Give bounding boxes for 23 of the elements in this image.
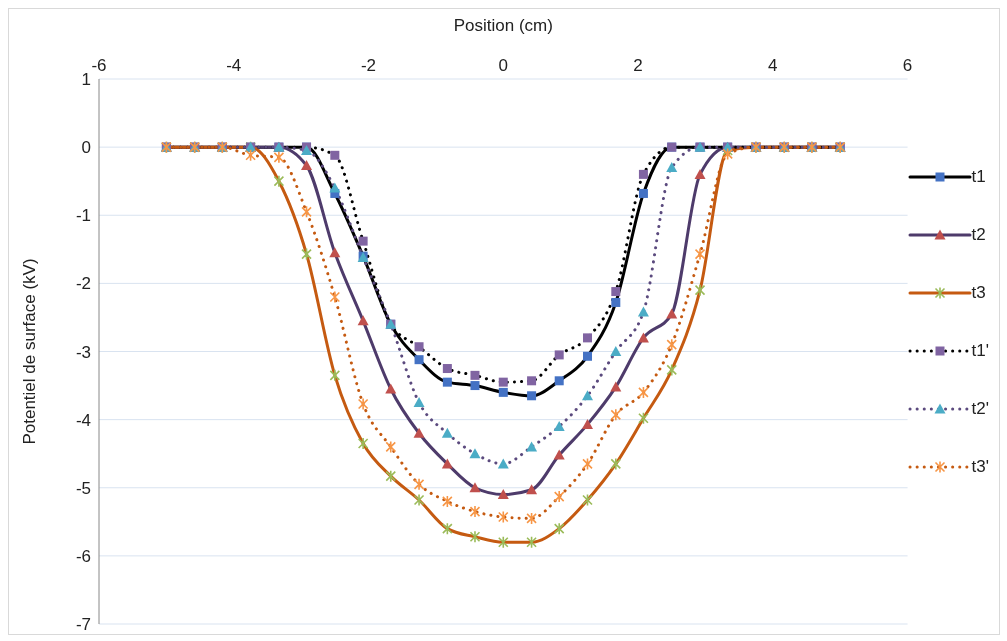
y-tick-label: -7: [75, 615, 91, 635]
x-tick-label: -4: [226, 56, 242, 75]
legend-label: t2': [971, 398, 989, 419]
y-tick-label: -1: [75, 206, 91, 226]
legend-label: t3': [971, 456, 989, 477]
legend-label: t2: [971, 224, 986, 245]
x-tick-label: 2: [633, 56, 643, 75]
y-tick-label: -2: [75, 274, 91, 294]
legend-label: t1': [971, 340, 989, 361]
y-tick-label: -4: [75, 410, 91, 430]
x-tick-label: -2: [360, 56, 377, 75]
legend-label: t3: [971, 282, 986, 303]
y-tick-label: 0: [81, 138, 91, 158]
x-tick-label: 4: [768, 56, 778, 75]
x-axis-title: Position (cm): [453, 16, 553, 36]
y-tick-label: 1: [81, 70, 91, 90]
y-tick-label: -6: [75, 546, 91, 566]
x-tick-label: 0: [498, 56, 509, 75]
legend-label: t1: [971, 166, 986, 187]
y-tick-label: -5: [75, 478, 91, 498]
y-tick-label: -3: [75, 342, 91, 362]
y-axis-title: Potentiel de surface (kV): [20, 258, 40, 445]
x-tick-label: 6: [902, 56, 913, 75]
